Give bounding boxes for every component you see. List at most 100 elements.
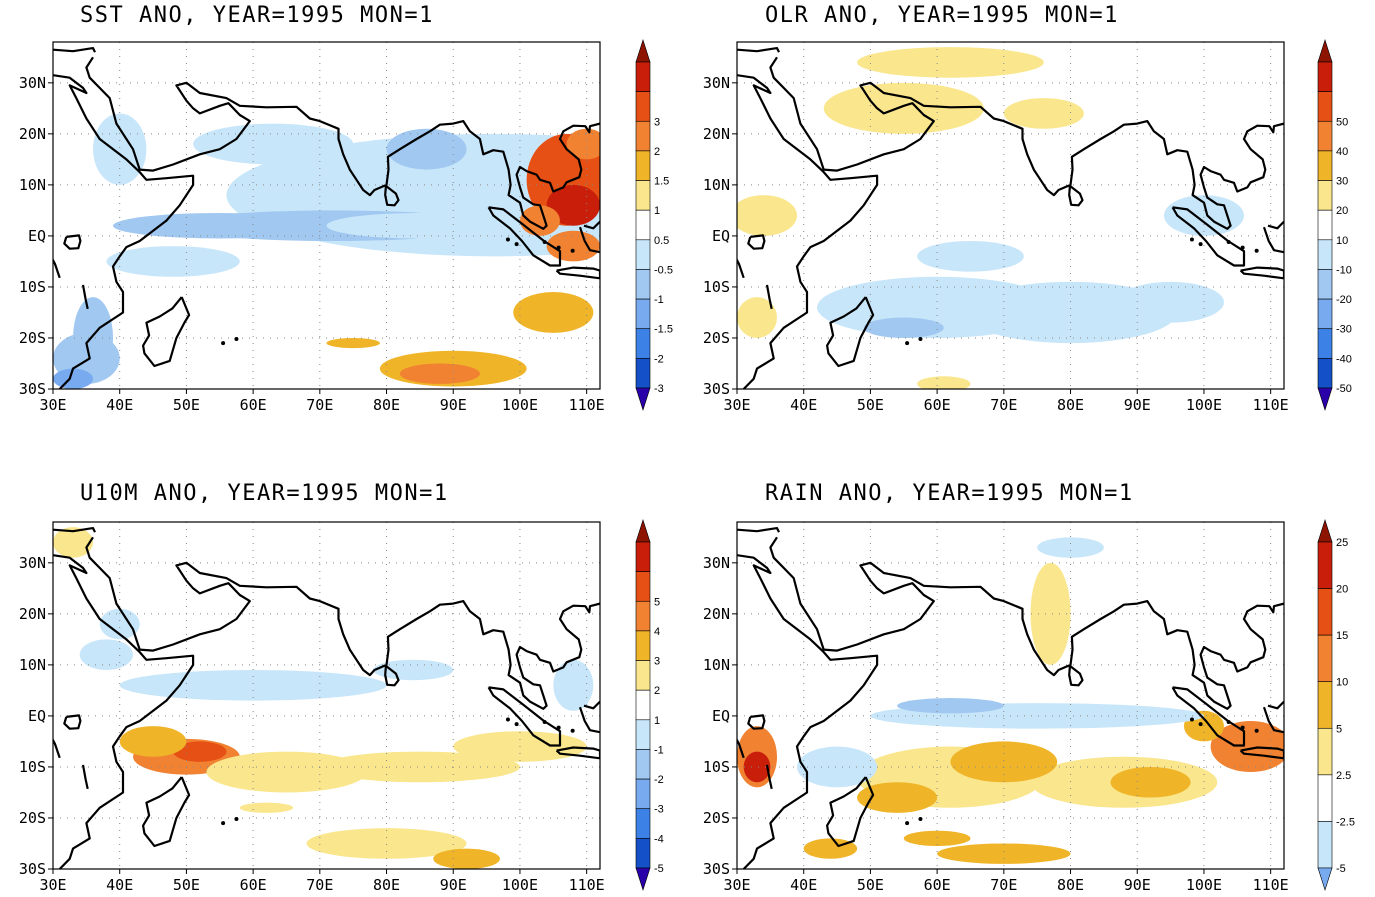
colorbar-tick-label: 20: [1336, 205, 1348, 217]
colorbar-tick-label: -1.5: [654, 324, 673, 336]
anomaly-patch: [937, 843, 1071, 864]
coastline: [53, 47, 96, 53]
x-tick-label: 70E: [990, 876, 1017, 894]
panel-3: U10M ANO, YEAR=1995 MON=1 30E 40E 50E 60E 70E…: [19, 481, 664, 894]
y-tick-label: 10S: [19, 278, 46, 296]
coastline: [765, 764, 773, 790]
y-tick-label: 20N: [703, 605, 730, 623]
anomaly-patch: [903, 830, 971, 847]
coastline: [487, 686, 562, 747]
colorbar-segment: [635, 239, 651, 270]
island: [556, 245, 561, 250]
coastline: [737, 47, 780, 53]
island: [514, 722, 519, 727]
x-tick-label: 80E: [373, 876, 400, 894]
plot-frame: [52, 521, 601, 870]
colorbar-segment: [635, 600, 651, 632]
colorbar-tick-label: -10: [1336, 264, 1352, 276]
island: [542, 720, 547, 725]
coastline: [1267, 220, 1284, 230]
colorbar-segment: [1317, 239, 1333, 270]
anomaly-patch: [546, 184, 600, 226]
x-tick-label: 110E: [1253, 876, 1289, 894]
anomaly-patch: [306, 828, 467, 859]
y-tick-label: 10N: [703, 176, 730, 194]
colorbar: -5 -2.5 2.5 5 10 15 20 25: [1317, 519, 1355, 891]
colorbar-segment: [1317, 298, 1333, 330]
colorbar-cap: [1317, 387, 1333, 411]
coastlines: [737, 47, 1284, 389]
x-tick-label: 100E: [1186, 396, 1222, 414]
anomaly-patch: [193, 123, 354, 165]
colorbar-cap: [635, 387, 651, 411]
anomaly-patch: [743, 751, 771, 783]
colorbar-segment: [635, 778, 651, 810]
y-tick-label: 10N: [703, 656, 730, 674]
colorbar-segment: [1317, 681, 1333, 729]
y-tick-label: 10S: [703, 758, 730, 776]
island: [1254, 728, 1259, 733]
anomaly-patch: [79, 639, 134, 670]
plot-frame: [736, 41, 1285, 390]
colorbar-segment: [635, 120, 651, 152]
coastline: [583, 220, 600, 230]
colorbar-tick-label: 25: [1336, 537, 1348, 549]
x-tick-label: 60E: [924, 396, 951, 414]
coastline: [826, 776, 875, 848]
anomaly-patch: [119, 669, 387, 701]
coastline: [737, 527, 780, 533]
colorbar-tick-label: 4: [654, 626, 660, 638]
coastline: [765, 284, 773, 310]
y-tick-label: 30N: [19, 554, 46, 572]
anomaly-patch: [326, 337, 380, 349]
island: [514, 242, 519, 247]
colorbar-segment: [635, 630, 651, 661]
x-tick-label: 40E: [790, 876, 817, 894]
coastline: [1239, 266, 1284, 280]
x-tick-label: 60E: [240, 876, 267, 894]
colorbar-tick-label: -5: [1336, 863, 1346, 875]
island: [1189, 717, 1194, 722]
coastlines: [737, 527, 1284, 869]
colorbar-tick-label: 2.5: [1336, 770, 1351, 782]
coastline: [487, 206, 562, 267]
island: [1240, 725, 1245, 730]
coastline: [85, 56, 600, 230]
anomaly-patch: [566, 128, 600, 160]
y-tick-label: 20N: [19, 125, 46, 143]
grid: [53, 522, 600, 869]
colorbar-tick-label: -2.5: [1336, 816, 1355, 828]
colorbar-tick-label: 2: [654, 146, 660, 158]
colorbar-tick-label: 40: [1336, 146, 1348, 158]
colorbar-tick-label: 10: [1336, 235, 1348, 247]
coastline: [578, 226, 600, 254]
x-tick-label: 100E: [1186, 876, 1222, 894]
anomaly-patch: [857, 782, 938, 813]
colorbar-cap: [635, 39, 651, 63]
colorbar-cap: [1317, 867, 1333, 891]
y-tick-label: 20S: [703, 329, 730, 347]
anomaly-patch: [519, 205, 560, 236]
anomaly-patch: [1110, 766, 1191, 798]
anomaly-patch: [1210, 721, 1284, 773]
coastline: [769, 536, 1284, 710]
colorbar-segment: [1317, 61, 1333, 92]
x-tick-label: 30E: [723, 876, 750, 894]
colorbar-segment: [635, 719, 651, 750]
colorbar-tick-label: -3: [654, 383, 664, 395]
y-tick-label: 30S: [703, 860, 730, 878]
anomaly-patch: [119, 726, 187, 757]
colorbar-segment: [1317, 541, 1333, 589]
colorbar-tick-label: 30: [1336, 176, 1348, 188]
x-tick-label: 70E: [306, 876, 333, 894]
coastline: [53, 527, 96, 533]
colorbar-segment: [635, 571, 651, 602]
coastlines: [53, 527, 600, 869]
colorbar-segment: [635, 660, 651, 691]
anomaly-patch: [863, 317, 944, 338]
x-tick-label: 50E: [173, 396, 200, 414]
panel-title: U10M ANO, YEAR=1995 MON=1: [80, 481, 449, 506]
island: [905, 821, 910, 826]
anomaly-patch: [239, 802, 294, 813]
anomaly-patch: [373, 659, 454, 681]
